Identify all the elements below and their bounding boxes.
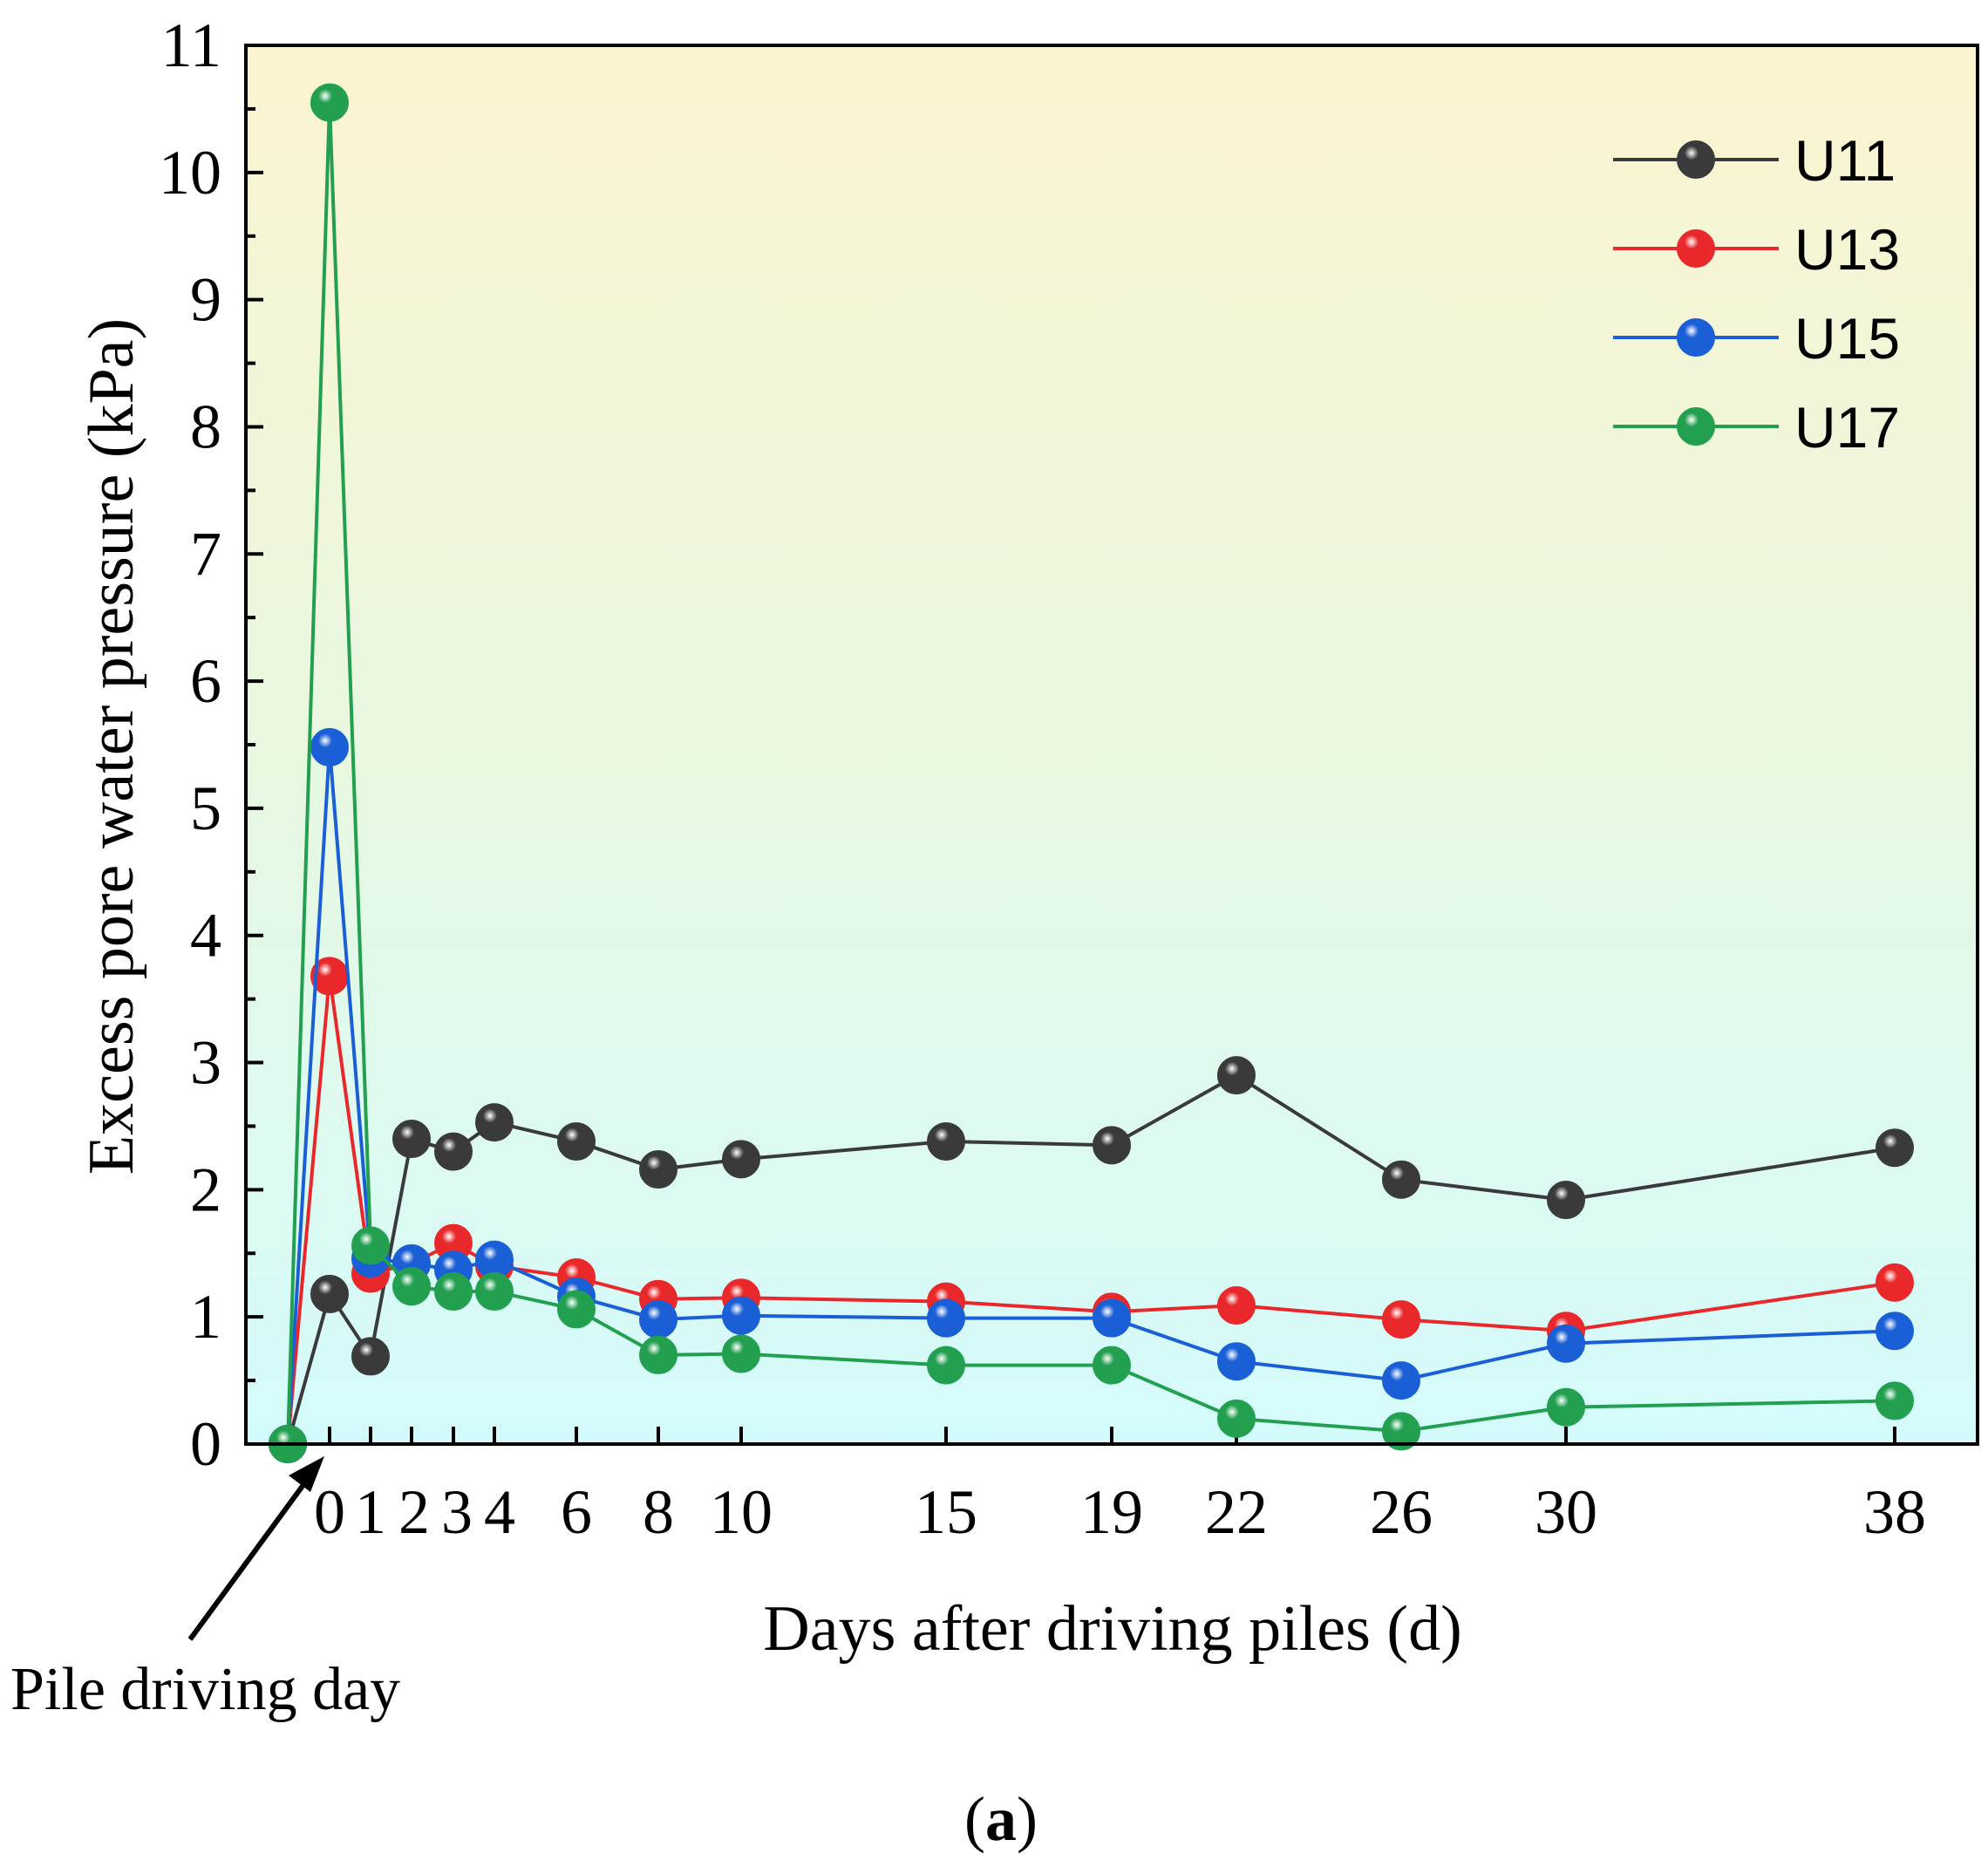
- legend-marker: [1677, 407, 1715, 446]
- data-point: [557, 1121, 596, 1161]
- caption-open-paren: (: [964, 1784, 985, 1854]
- legend-marker: [1677, 140, 1715, 179]
- data-point: [1217, 1399, 1256, 1438]
- data-point: [1093, 1298, 1131, 1338]
- caption-close-paren: ): [1017, 1784, 1038, 1854]
- data-point: [434, 1132, 473, 1171]
- data-point: [310, 83, 349, 122]
- x-axis-title: Days after driving piles (d): [763, 1593, 1461, 1665]
- data-point: [392, 1120, 431, 1159]
- data-point: [639, 1335, 677, 1374]
- y-tick-label: 3: [190, 1028, 221, 1098]
- x-tick-label: 1: [355, 1477, 386, 1547]
- data-point: [434, 1272, 473, 1312]
- data-point: [557, 1290, 596, 1329]
- x-tick-label: 15: [915, 1477, 977, 1547]
- pile-driving-annotation: Pile driving day: [10, 1456, 400, 1723]
- data-point: [1217, 1342, 1256, 1381]
- legend-item-U15: U15: [1613, 306, 1900, 371]
- x-tick-label: 3: [441, 1477, 473, 1547]
- y-tick-label: 1: [190, 1282, 221, 1352]
- legend-label: U13: [1794, 217, 1900, 282]
- data-point: [1876, 1263, 1914, 1302]
- data-point: [475, 1272, 514, 1312]
- x-tick-label: 30: [1535, 1477, 1597, 1547]
- y-tick-label: 2: [190, 1155, 221, 1224]
- y-tick-label: 7: [190, 519, 221, 589]
- y-axis-title: Excess pore water pressure (kPa): [76, 318, 147, 1175]
- data-point: [639, 1300, 677, 1339]
- data-point: [927, 1121, 965, 1161]
- data-point: [392, 1267, 431, 1306]
- data-point: [1382, 1300, 1420, 1339]
- data-point: [351, 1226, 390, 1265]
- annotation-label: Pile driving day: [10, 1656, 400, 1723]
- data-point: [1382, 1361, 1420, 1400]
- x-tick-label: 19: [1080, 1477, 1143, 1547]
- data-point: [1093, 1346, 1131, 1385]
- figure-caption: (a): [964, 1784, 1038, 1854]
- data-point: [1876, 1381, 1914, 1421]
- annotation-arrow-head: [289, 1456, 324, 1492]
- plot-area-background: [246, 45, 1978, 1444]
- data-point: [927, 1298, 965, 1338]
- y-tick-label: 4: [190, 901, 221, 971]
- x-tick-label: 10: [710, 1477, 773, 1547]
- legend-label: U11: [1794, 128, 1896, 193]
- data-point: [722, 1296, 760, 1335]
- y-axis-ticks: 0 1 2 3 4 5 6 7 8 9 10 11: [159, 10, 263, 1479]
- data-point: [310, 1274, 349, 1313]
- data-point: [927, 1346, 965, 1385]
- legend-item-U13: U13: [1613, 217, 1900, 282]
- data-point: [475, 1103, 514, 1142]
- data-point: [1382, 1412, 1420, 1451]
- y-tick-label: 6: [190, 646, 221, 716]
- x-tick-label: 38: [1863, 1477, 1926, 1547]
- data-point: [1876, 1128, 1914, 1168]
- legend-marker: [1677, 229, 1715, 268]
- data-point: [1547, 1181, 1585, 1220]
- y-tick-label: 11: [161, 10, 221, 80]
- x-tick-label: 4: [484, 1477, 515, 1547]
- y-tick-label: 0: [190, 1409, 221, 1479]
- data-point: [310, 727, 349, 766]
- data-point: [1547, 1387, 1585, 1427]
- data-point: [1382, 1160, 1420, 1199]
- legend: U11 U13 U15 U17: [1613, 128, 1900, 460]
- series-U17: [269, 83, 1914, 1463]
- annotation-arrow-shaft: [187, 1481, 308, 1641]
- x-axis-ticks: 0 1 2 3 4 6 8 10 15 19 22 26 30 38: [286, 1427, 1926, 1547]
- x-tick-label: 8: [643, 1477, 674, 1547]
- caption-letter: a: [985, 1784, 1017, 1854]
- y-tick-label: 9: [190, 265, 221, 335]
- data-point: [639, 1150, 677, 1189]
- x-tick-label: 6: [561, 1477, 592, 1547]
- y-tick-label: 8: [190, 392, 221, 461]
- data-point: [722, 1140, 760, 1179]
- y-tick-label: 5: [190, 773, 221, 843]
- x-tick-label: 22: [1205, 1477, 1268, 1547]
- x-tick-label: 26: [1370, 1477, 1433, 1547]
- data-point: [1876, 1312, 1914, 1351]
- y-tick-label: 10: [159, 138, 221, 208]
- data-point: [1547, 1324, 1585, 1363]
- legend-label: U15: [1794, 306, 1900, 371]
- plot-frame: [244, 44, 1979, 1446]
- legend-marker: [1677, 318, 1715, 357]
- data-point: [1217, 1286, 1256, 1325]
- legend-item-U11: U11: [1613, 128, 1896, 193]
- data-point: [722, 1334, 760, 1373]
- data-point: [351, 1337, 390, 1376]
- data-point: [1093, 1126, 1131, 1165]
- data-point: [1217, 1056, 1256, 1095]
- x-tick-label: 2: [398, 1477, 430, 1547]
- x-tick-label: 0: [314, 1477, 345, 1547]
- series-layer: [269, 83, 1914, 1463]
- legend-label: U17: [1794, 395, 1900, 460]
- legend-item-U17: U17: [1613, 395, 1900, 460]
